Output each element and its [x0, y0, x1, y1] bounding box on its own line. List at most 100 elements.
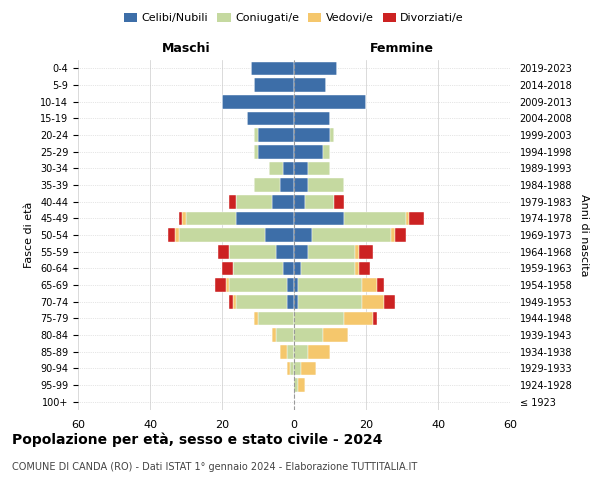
Bar — [294, 295, 298, 308]
Bar — [294, 328, 323, 342]
Bar — [233, 295, 236, 308]
Bar — [294, 78, 326, 92]
Bar — [391, 228, 395, 242]
Bar — [222, 95, 294, 108]
Bar — [254, 145, 258, 158]
Bar — [258, 128, 294, 142]
Bar — [280, 178, 294, 192]
Bar — [179, 228, 265, 242]
Bar — [236, 295, 287, 308]
Bar — [355, 262, 359, 275]
Bar — [276, 328, 294, 342]
Bar — [229, 295, 233, 308]
Bar — [236, 195, 272, 208]
Bar — [168, 228, 175, 242]
Bar — [276, 245, 294, 258]
Bar — [294, 262, 301, 275]
Bar — [294, 212, 344, 225]
Bar — [395, 228, 406, 242]
Bar — [283, 262, 294, 275]
Bar — [384, 295, 395, 308]
Bar — [254, 178, 280, 192]
Bar — [301, 362, 316, 375]
Bar — [406, 212, 409, 225]
Bar — [308, 178, 344, 192]
Bar — [301, 262, 355, 275]
Bar — [294, 278, 298, 292]
Bar — [377, 278, 384, 292]
Bar — [226, 278, 229, 292]
Bar — [298, 378, 305, 392]
Bar — [373, 312, 377, 325]
Bar — [323, 145, 330, 158]
Bar — [258, 145, 294, 158]
Bar — [294, 178, 308, 192]
Bar — [222, 262, 233, 275]
Bar — [280, 345, 287, 358]
Bar — [254, 312, 258, 325]
Bar — [362, 278, 377, 292]
Bar — [283, 162, 294, 175]
Bar — [287, 345, 294, 358]
Bar — [294, 345, 308, 358]
Bar — [254, 128, 258, 142]
Bar — [294, 378, 298, 392]
Bar — [229, 278, 287, 292]
Bar — [294, 62, 337, 75]
Bar — [290, 362, 294, 375]
Bar — [287, 278, 294, 292]
Bar — [215, 278, 226, 292]
Bar — [294, 145, 323, 158]
Text: Maschi: Maschi — [161, 42, 211, 55]
Bar — [334, 195, 344, 208]
Bar — [344, 312, 373, 325]
Bar — [294, 312, 344, 325]
Bar — [298, 278, 362, 292]
Bar — [272, 195, 294, 208]
Bar — [287, 362, 290, 375]
Bar — [308, 162, 330, 175]
Bar — [258, 312, 294, 325]
Bar — [294, 162, 308, 175]
Bar — [330, 128, 334, 142]
Bar — [254, 78, 294, 92]
Bar — [287, 295, 294, 308]
Bar — [175, 228, 179, 242]
Bar — [294, 245, 308, 258]
Bar — [359, 262, 370, 275]
Bar — [323, 328, 348, 342]
Bar — [229, 195, 236, 208]
Bar — [294, 95, 366, 108]
Bar — [251, 62, 294, 75]
Bar — [294, 362, 301, 375]
Bar — [269, 162, 283, 175]
Bar — [218, 245, 229, 258]
Bar — [179, 212, 182, 225]
Bar — [186, 212, 236, 225]
Bar — [294, 128, 330, 142]
Bar — [247, 112, 294, 125]
Bar — [233, 262, 283, 275]
Text: Popolazione per età, sesso e stato civile - 2024: Popolazione per età, sesso e stato civil… — [12, 432, 383, 447]
Bar — [355, 245, 359, 258]
Bar — [294, 112, 330, 125]
Bar — [272, 328, 276, 342]
Legend: Celibi/Nubili, Coniugati/e, Vedovi/e, Divorziati/e: Celibi/Nubili, Coniugati/e, Vedovi/e, Di… — [119, 8, 469, 28]
Y-axis label: Fasce di età: Fasce di età — [25, 202, 34, 268]
Text: Femmine: Femmine — [370, 42, 434, 55]
Bar — [344, 212, 406, 225]
Bar — [305, 195, 334, 208]
Bar — [312, 228, 391, 242]
Text: COMUNE DI CANDA (RO) - Dati ISTAT 1° gennaio 2024 - Elaborazione TUTTITALIA.IT: COMUNE DI CANDA (RO) - Dati ISTAT 1° gen… — [12, 462, 417, 472]
Bar — [236, 212, 294, 225]
Bar — [294, 228, 312, 242]
Bar — [362, 295, 384, 308]
Bar — [298, 295, 362, 308]
Bar — [359, 245, 373, 258]
Bar — [265, 228, 294, 242]
Bar — [409, 212, 424, 225]
Bar — [308, 345, 330, 358]
Bar — [308, 245, 355, 258]
Bar — [182, 212, 186, 225]
Bar — [229, 245, 276, 258]
